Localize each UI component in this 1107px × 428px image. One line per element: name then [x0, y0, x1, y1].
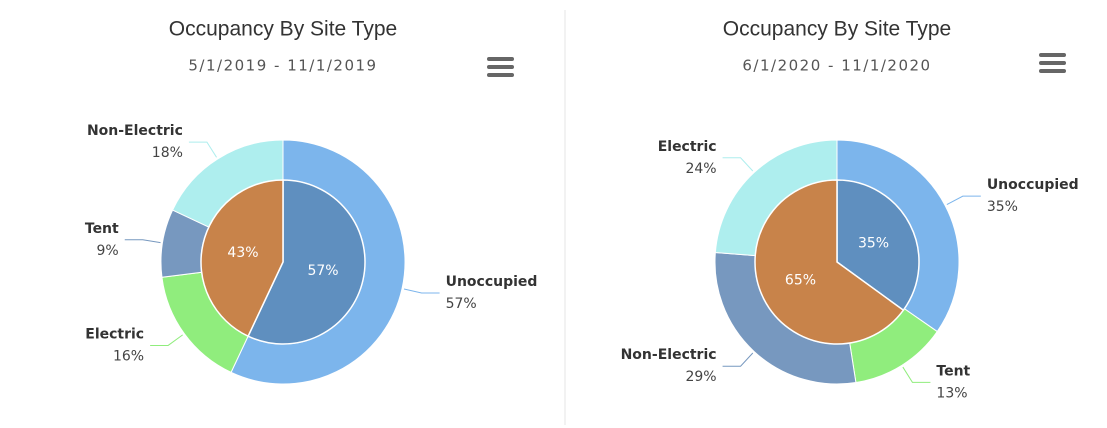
slice-value: 57% — [446, 296, 477, 312]
connector — [188, 141, 217, 158]
slice-name: Unoccupied — [446, 274, 538, 290]
inner-slice — [836, 179, 920, 312]
connector — [722, 157, 754, 172]
chart-subtitle: 6/1/2020 - 11/1/2020 — [742, 57, 931, 75]
slice-value: 29% — [685, 369, 716, 385]
slice-name: Tent — [85, 221, 119, 237]
inner-label: 43% — [227, 245, 258, 261]
chart-subtitle: 5/1/2019 - 11/1/2019 — [188, 57, 377, 75]
inner-label: 57% — [307, 263, 338, 279]
connector — [722, 352, 754, 367]
menu-button[interactable] — [1039, 53, 1066, 73]
chart-title: Occupancy By Site Type — [723, 18, 951, 41]
slice-name: Unoccupied — [987, 177, 1079, 193]
inner-label: 65% — [785, 273, 816, 289]
chart-title: Occupancy By Site Type — [169, 18, 397, 41]
connector — [403, 288, 440, 294]
inner-slice — [754, 179, 905, 345]
slice-name: Electric — [85, 326, 144, 342]
slice-value: 18% — [152, 145, 183, 161]
menu-button[interactable] — [487, 57, 514, 77]
slice-value: 9% — [97, 243, 119, 259]
slice-name: Non-Electric — [621, 347, 717, 363]
inner-slice — [247, 179, 366, 345]
slice-value: 35% — [987, 199, 1018, 215]
connector — [902, 366, 931, 383]
slice-value: 13% — [936, 385, 967, 401]
slice-value: 24% — [685, 161, 716, 177]
connector — [124, 239, 161, 244]
slice-name: Non-Electric — [87, 123, 183, 139]
connector — [150, 334, 183, 346]
inner-label: 35% — [858, 235, 889, 251]
slice-name: Tent — [936, 363, 970, 379]
inner-slice — [200, 179, 284, 338]
slice-name: Electric — [658, 139, 717, 155]
connector — [946, 195, 981, 205]
slice-value: 16% — [113, 348, 144, 364]
